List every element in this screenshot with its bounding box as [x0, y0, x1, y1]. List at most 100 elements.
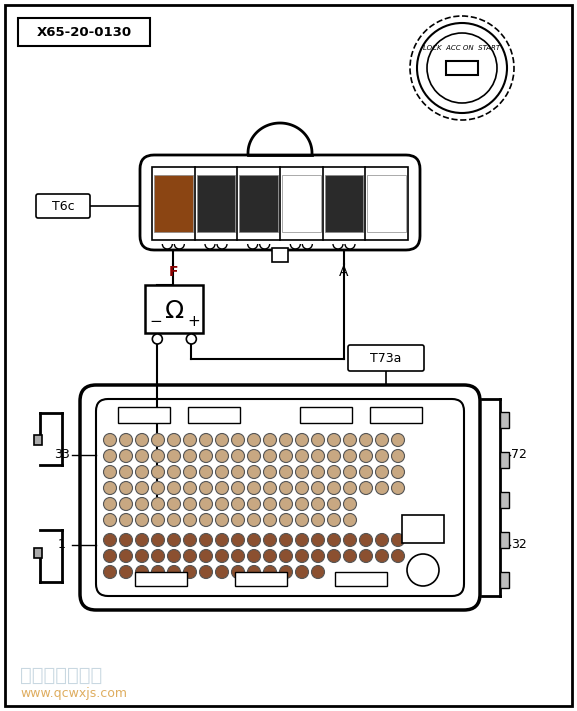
Circle shape: [312, 449, 324, 462]
Circle shape: [295, 513, 309, 527]
Circle shape: [200, 513, 212, 527]
Circle shape: [295, 481, 309, 494]
Circle shape: [152, 466, 164, 479]
Circle shape: [103, 481, 117, 494]
Bar: [500, 532, 509, 548]
Text: 33: 33: [54, 449, 70, 461]
Circle shape: [103, 434, 117, 447]
Circle shape: [183, 533, 197, 547]
Circle shape: [183, 550, 197, 562]
Circle shape: [248, 449, 260, 462]
Circle shape: [343, 513, 357, 527]
Circle shape: [312, 513, 324, 527]
Circle shape: [279, 533, 293, 547]
Circle shape: [376, 533, 388, 547]
Text: T6c: T6c: [52, 200, 74, 213]
Circle shape: [359, 481, 373, 494]
Circle shape: [328, 449, 340, 462]
Bar: [325, 175, 364, 232]
Circle shape: [328, 434, 340, 447]
Bar: [154, 175, 193, 232]
Circle shape: [328, 550, 340, 562]
FancyBboxPatch shape: [348, 345, 424, 371]
Circle shape: [295, 565, 309, 579]
Circle shape: [183, 481, 197, 494]
Circle shape: [136, 449, 148, 462]
Circle shape: [328, 466, 340, 479]
Circle shape: [312, 498, 324, 510]
Circle shape: [248, 550, 260, 562]
Circle shape: [392, 434, 404, 447]
Circle shape: [136, 550, 148, 562]
Circle shape: [312, 533, 324, 547]
Text: www.qcwxjs.com: www.qcwxjs.com: [20, 687, 127, 700]
Circle shape: [200, 498, 212, 510]
Circle shape: [119, 533, 133, 547]
Bar: [368, 175, 406, 232]
Circle shape: [343, 550, 357, 562]
Circle shape: [279, 481, 293, 494]
Bar: [34, 435, 42, 445]
FancyBboxPatch shape: [80, 385, 480, 610]
Circle shape: [183, 565, 197, 579]
Bar: [500, 572, 509, 588]
Circle shape: [264, 481, 276, 494]
Circle shape: [167, 481, 181, 494]
Circle shape: [359, 434, 373, 447]
Bar: [500, 412, 509, 428]
Circle shape: [231, 434, 245, 447]
Circle shape: [152, 550, 164, 562]
Circle shape: [103, 550, 117, 562]
Circle shape: [200, 550, 212, 562]
Circle shape: [183, 498, 197, 510]
Circle shape: [376, 449, 388, 462]
Circle shape: [152, 498, 164, 510]
FancyBboxPatch shape: [36, 194, 90, 218]
Circle shape: [167, 498, 181, 510]
Circle shape: [376, 466, 388, 479]
Circle shape: [376, 481, 388, 494]
Text: T73a: T73a: [370, 351, 402, 365]
Bar: [402, 515, 444, 543]
Circle shape: [167, 513, 181, 527]
Circle shape: [231, 498, 245, 510]
Bar: [272, 248, 288, 262]
Circle shape: [183, 466, 197, 479]
Circle shape: [215, 513, 228, 527]
Circle shape: [264, 550, 276, 562]
Circle shape: [186, 334, 196, 344]
Circle shape: [119, 550, 133, 562]
Circle shape: [279, 565, 293, 579]
Circle shape: [215, 449, 228, 462]
Circle shape: [392, 449, 404, 462]
Circle shape: [136, 434, 148, 447]
Bar: [197, 175, 235, 232]
Circle shape: [295, 498, 309, 510]
Circle shape: [328, 498, 340, 510]
Bar: [282, 175, 321, 232]
Circle shape: [152, 513, 164, 527]
Circle shape: [103, 565, 117, 579]
Circle shape: [103, 498, 117, 510]
Circle shape: [152, 449, 164, 462]
Text: F: F: [168, 265, 178, 279]
Circle shape: [392, 481, 404, 494]
Circle shape: [215, 466, 228, 479]
Circle shape: [152, 533, 164, 547]
Circle shape: [119, 565, 133, 579]
Circle shape: [152, 481, 164, 494]
Circle shape: [312, 434, 324, 447]
Circle shape: [136, 481, 148, 494]
Circle shape: [231, 550, 245, 562]
Circle shape: [248, 565, 260, 579]
Circle shape: [215, 533, 228, 547]
Circle shape: [248, 434, 260, 447]
Circle shape: [183, 434, 197, 447]
Bar: [145, 285, 203, 333]
Circle shape: [328, 481, 340, 494]
Bar: [188, 407, 240, 423]
Text: 32: 32: [511, 538, 527, 552]
Circle shape: [359, 550, 373, 562]
Circle shape: [167, 565, 181, 579]
Circle shape: [215, 565, 228, 579]
